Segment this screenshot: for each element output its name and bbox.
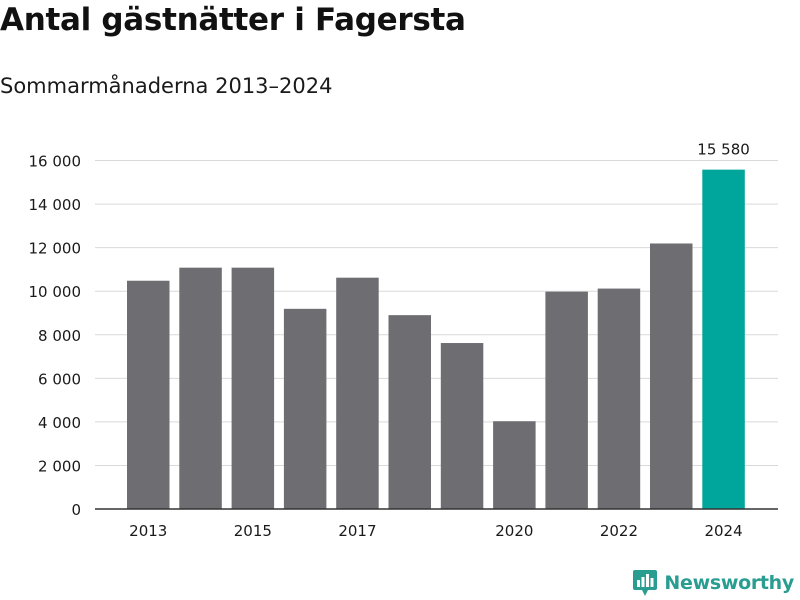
y-tick-label: 8 000 — [38, 327, 81, 345]
y-tick-label: 16 000 — [29, 153, 82, 171]
y-axis-tick-labels: 0 2 000 4 000 6 000 8 000 10 000 12 000 14 000 1… — [29, 153, 82, 520]
bar — [440, 343, 484, 509]
bar — [388, 315, 431, 509]
y-tick-label: 14 000 — [29, 196, 82, 214]
y-tick-label: 6 000 — [38, 370, 81, 388]
chart-title: Antal gästnätter i Fagersta — [0, 2, 466, 38]
x-tick-label: 2020 — [495, 522, 533, 540]
brand-logo: Newsworthy — [632, 568, 794, 598]
newsworthy-logo-icon — [633, 570, 658, 596]
bar — [179, 267, 222, 509]
x-tick-label: 2015 — [234, 522, 272, 540]
data-label: 15 580 — [697, 141, 750, 159]
brand-name: Newsworthy — [664, 572, 794, 594]
x-tick-label: 2024 — [704, 522, 742, 540]
bar — [702, 169, 745, 509]
x-tick-label: 2022 — [600, 522, 638, 540]
y-tick-label: 10 000 — [29, 283, 82, 301]
bar — [336, 277, 379, 509]
bar — [231, 267, 275, 509]
bar — [283, 308, 327, 509]
bar — [597, 288, 641, 509]
data-labels: 15 580 — [697, 141, 750, 159]
bars — [127, 169, 745, 509]
y-tick-label: 12 000 — [29, 240, 82, 258]
x-axis-tick-labels: 2013 2015 2017 2020 2022 2024 — [129, 522, 742, 540]
x-tick-label: 2017 — [338, 522, 376, 540]
y-tick-label: 4 000 — [38, 414, 81, 432]
x-tick-label: 2013 — [129, 522, 167, 540]
y-tick-label: 2 000 — [38, 457, 81, 475]
y-tick-label: 0 — [71, 501, 81, 519]
chart-subtitle: Sommarmånaderna 2013–2024 — [0, 74, 333, 98]
bar — [650, 243, 693, 509]
bar — [127, 280, 170, 509]
bar — [493, 421, 536, 509]
bar — [545, 291, 588, 509]
